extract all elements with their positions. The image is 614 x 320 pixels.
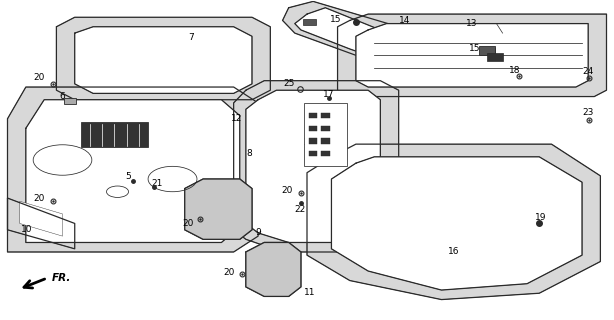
Polygon shape [75,27,252,93]
Text: 1: 1 [306,133,312,142]
Text: FR.: FR. [52,273,71,283]
Text: 21: 21 [152,179,163,188]
Polygon shape [234,81,398,252]
Polygon shape [295,8,380,55]
Text: 19: 19 [535,212,546,222]
Polygon shape [20,201,63,236]
Text: 20: 20 [223,268,235,277]
Text: 20: 20 [183,219,194,228]
Text: 26: 26 [303,138,314,147]
Polygon shape [332,157,582,290]
Polygon shape [307,144,600,300]
Polygon shape [7,87,258,252]
Text: 11: 11 [305,288,316,297]
Bar [309,113,317,118]
Bar [304,103,347,166]
Text: 5: 5 [126,172,131,181]
Polygon shape [246,90,380,243]
Bar [321,151,330,156]
Bar [309,126,317,131]
Polygon shape [246,243,301,296]
Bar [488,53,503,61]
Polygon shape [338,14,607,97]
Bar [480,46,495,55]
Text: 7: 7 [188,33,194,42]
Text: 4: 4 [319,138,324,147]
Polygon shape [356,24,588,87]
Text: 15: 15 [469,44,481,53]
Bar [309,139,317,143]
Text: 24: 24 [583,67,594,76]
Polygon shape [81,122,148,147]
Text: 22: 22 [294,205,305,214]
Text: 20: 20 [34,194,45,203]
Text: 2: 2 [332,122,337,131]
Bar [64,98,76,105]
Polygon shape [185,179,252,239]
Text: 23: 23 [583,108,594,117]
Text: 25: 25 [283,79,294,88]
Text: 9: 9 [255,228,261,237]
Text: 3: 3 [319,112,325,121]
Bar [303,19,316,25]
Polygon shape [26,100,239,243]
Text: 12: 12 [231,114,243,123]
Text: 15: 15 [330,15,341,24]
Text: 10: 10 [21,225,33,234]
Bar [321,113,330,118]
Text: 6: 6 [60,92,65,101]
Bar [309,151,317,156]
Bar [321,139,330,143]
Text: 17: 17 [322,90,334,99]
Text: 18: 18 [509,66,521,75]
Text: 14: 14 [399,16,411,25]
Polygon shape [282,1,398,62]
Text: 13: 13 [466,19,478,28]
Text: 20: 20 [34,73,45,82]
Bar [321,126,330,131]
Text: 20: 20 [282,186,293,195]
Text: 8: 8 [246,149,252,158]
Polygon shape [7,198,75,249]
Text: 16: 16 [448,247,459,257]
Polygon shape [56,17,270,100]
